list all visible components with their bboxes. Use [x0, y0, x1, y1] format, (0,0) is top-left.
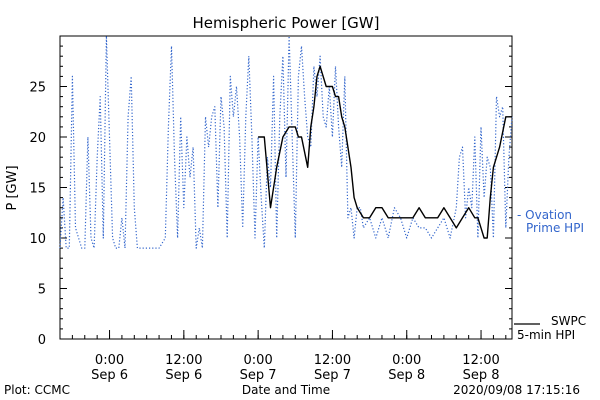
x-tick-time-label: 12:00 [462, 353, 499, 368]
legend-ovation-line2: Prime HPI [526, 221, 584, 235]
x-tick-time-label: 12:00 [165, 353, 202, 368]
legend-ovation-line1: - Ovation [517, 208, 572, 222]
y-tick-label: 20 [29, 131, 46, 146]
series-line-0 [59, 35, 513, 249]
y-tick-label: 10 [29, 232, 46, 247]
chart-title: Hemispheric Power [GW] [193, 14, 380, 32]
x-tick-date-label: Sep 6 [165, 368, 202, 383]
series-line-1 [258, 65, 512, 239]
x-tick-date-label: Sep 6 [91, 368, 128, 383]
y-tick-label: 0 [38, 333, 46, 348]
x-tick-date-label: Sep 7 [314, 368, 351, 383]
legend-ovation-prime: - Ovation Prime HPI [517, 208, 584, 235]
x-tick-time-label: 12:00 [314, 353, 351, 368]
footer-left-credit: Plot: CCMC [4, 383, 70, 397]
y-axis-ticks: 0 5 10 15 20 25 [29, 45, 512, 348]
x-tick-time-label: 0:00 [392, 353, 421, 368]
legend-swpc: SWPC 5-min HPI [514, 314, 586, 342]
y-axis-label: P [GW] [5, 165, 20, 210]
series-layer [59, 35, 513, 249]
x-tick-date-label: Sep 8 [463, 368, 500, 383]
plot-frame [59, 35, 513, 340]
legend-swpc-line2: 5-min HPI [517, 328, 575, 342]
x-tick-time-label: 0:00 [95, 353, 124, 368]
x-tick-date-label: Sep 8 [388, 368, 425, 383]
x-tick-date-label: Sep 7 [240, 368, 277, 383]
y-tick-label: 5 [38, 283, 46, 298]
y-tick-label: 25 [29, 81, 46, 96]
x-axis-label: Date and Time [242, 383, 330, 397]
x-tick-time-label: 0:00 [244, 353, 273, 368]
legend-swpc-line1: SWPC [551, 314, 586, 328]
y-tick-label: 15 [29, 182, 46, 197]
footer-right-timestamp: 2020/09/08 17:15:16 [453, 383, 580, 397]
